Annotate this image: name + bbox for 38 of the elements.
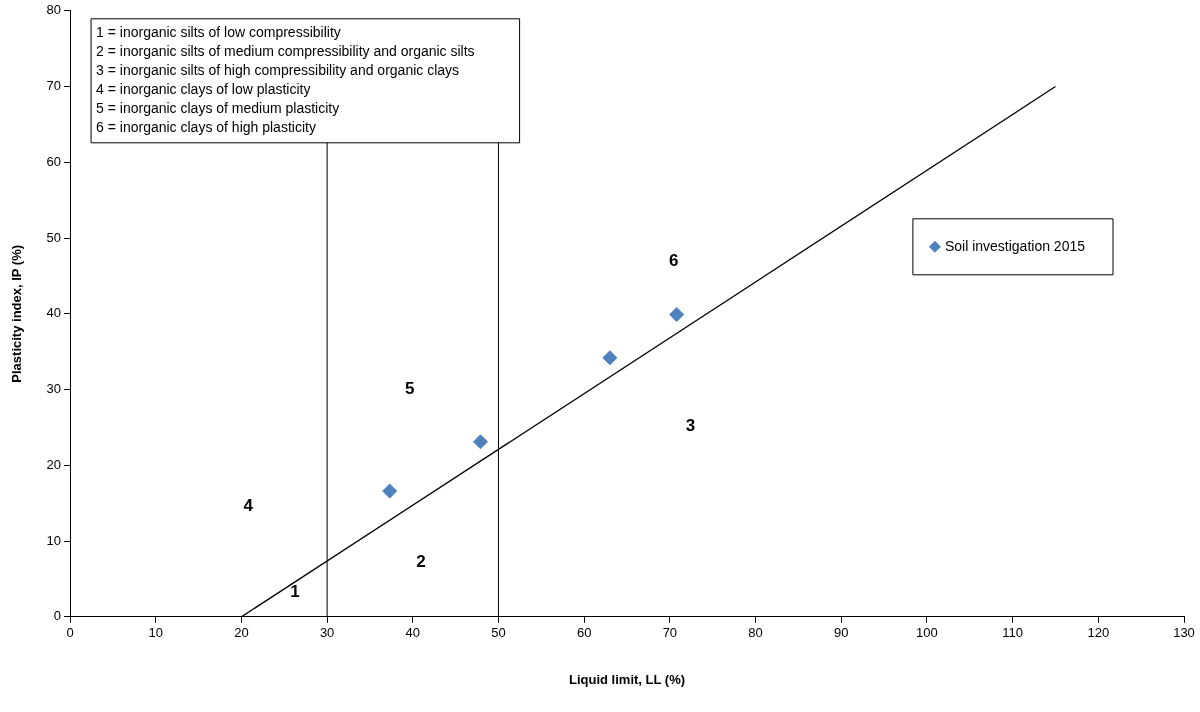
legend-label: Soil investigation 2015 bbox=[944, 237, 1086, 254]
x-tick-label: 30 bbox=[319, 625, 335, 641]
x-tick-label: 10 bbox=[148, 625, 163, 641]
y-tick-label: 50 bbox=[46, 229, 62, 245]
x-tick-label: 70 bbox=[662, 625, 678, 641]
annotation: 4 = inorganic clays of low plasticity bbox=[96, 81, 311, 98]
y-tick-label: 40 bbox=[46, 305, 62, 321]
annotation: 4 bbox=[243, 496, 254, 516]
y-axis-title: Plasticity index, IP (%) bbox=[9, 244, 25, 383]
x-tick-label: 50 bbox=[491, 625, 506, 641]
y-tick-label: 10 bbox=[46, 532, 62, 548]
y-tick-label: 20 bbox=[46, 456, 62, 472]
y-tick-label: 80 bbox=[46, 2, 62, 18]
annotation: 5 bbox=[405, 379, 415, 399]
y-tick-label: 60 bbox=[46, 153, 62, 169]
x-tick-label: 120 bbox=[1087, 625, 1110, 641]
x-tick-label: 0 bbox=[66, 625, 74, 641]
x-tick-label: 110 bbox=[1002, 625, 1023, 641]
annotation: 1 = inorganic silts of low compressibility bbox=[96, 24, 341, 41]
x-tick-label: 20 bbox=[234, 625, 249, 641]
annotation: 2 bbox=[416, 551, 426, 571]
y-tick-label: 30 bbox=[46, 381, 62, 397]
x-tick-label: 40 bbox=[405, 625, 421, 641]
annotation: 6 bbox=[669, 250, 679, 270]
y-tick-label: 0 bbox=[53, 608, 62, 624]
x-tick-label: 60 bbox=[576, 625, 592, 641]
x-tick-label: 90 bbox=[834, 625, 849, 641]
y-tick-label: 70 bbox=[46, 78, 62, 94]
annotation: 3 bbox=[685, 415, 696, 435]
x-tick-label: 80 bbox=[748, 625, 763, 641]
x-tick-label: 100 bbox=[916, 625, 938, 641]
annotation: 2 = inorganic silts of medium compressibility and organic silts bbox=[96, 43, 475, 60]
annotation: 6 = inorganic clays of high plasticity bbox=[96, 119, 316, 136]
x-axis-title: Liquid limit, LL (%) bbox=[569, 671, 686, 687]
annotation: 5 = inorganic clays of medium plasticity bbox=[96, 100, 340, 117]
annotation: 1 bbox=[290, 582, 300, 602]
x-tick-label: 130 bbox=[1173, 625, 1195, 641]
annotation: 3 = inorganic silts of high compressibility and organic clays bbox=[96, 62, 460, 79]
